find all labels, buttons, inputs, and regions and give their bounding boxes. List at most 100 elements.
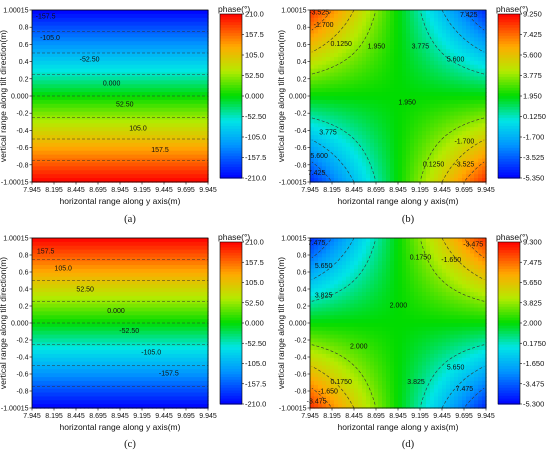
heatmap-cell	[148, 135, 153, 140]
heatmap-cell	[32, 68, 37, 74]
heatmap-cell	[44, 249, 49, 255]
heatmap-cell	[120, 37, 125, 42]
heatmap-cell	[92, 131, 97, 136]
heatmap-cell	[96, 404, 101, 409]
heatmap-cell	[76, 37, 81, 42]
heatmap-cell	[32, 392, 37, 398]
heatmap-cell	[378, 68, 383, 74]
heatmap-cell	[56, 111, 61, 117]
colorbar-segment	[498, 16, 520, 21]
heatmap-cell	[188, 88, 193, 93]
heatmap-cell	[434, 127, 439, 132]
colorbar-tick-label: 157.5	[245, 30, 264, 39]
heatmap-cell	[52, 295, 57, 301]
heatmap-cell	[350, 178, 355, 183]
colorbar-segment	[498, 27, 520, 31]
heatmap-cell	[120, 88, 125, 93]
heatmap-cell	[314, 166, 319, 171]
heatmap-cell	[358, 115, 363, 121]
heatmap-cell	[36, 162, 41, 167]
heatmap-cell	[108, 17, 113, 23]
heatmap-cell	[140, 41, 145, 46]
heatmap-cell	[426, 146, 431, 152]
heatmap-cell	[180, 17, 185, 23]
colorbar-title: phase(°)	[218, 4, 250, 14]
heatmap-cell	[470, 135, 475, 140]
heatmap-cell	[398, 41, 403, 46]
heatmap-cell	[172, 49, 177, 54]
heatmap-cell	[132, 56, 137, 62]
heatmap-cell	[132, 92, 137, 97]
heatmap-cell	[80, 265, 85, 270]
heatmap-cell	[454, 115, 459, 121]
heatmap-cell	[410, 17, 415, 23]
heatmap-cell	[108, 29, 113, 35]
heatmap-cell	[354, 41, 359, 46]
heatmap-cell	[132, 139, 137, 144]
heatmap-cell	[410, 103, 415, 109]
heatmap-cell	[132, 21, 137, 27]
heatmap-cell	[104, 68, 109, 74]
heatmap-cell	[64, 238, 69, 243]
heatmap-cell	[68, 154, 73, 160]
heatmap-cell	[112, 29, 117, 35]
heatmap-cell	[450, 13, 455, 19]
heatmap-cell	[72, 357, 77, 363]
heatmap-cell	[32, 150, 37, 156]
heatmap-cell	[72, 280, 77, 285]
heatmap-cell	[366, 88, 371, 93]
heatmap-cell	[446, 80, 451, 85]
heatmap-cell	[52, 135, 57, 140]
heatmap-cell	[148, 115, 153, 121]
heatmap-cell	[160, 92, 165, 97]
colorbar-segment	[220, 172, 242, 176]
heatmap-cell	[358, 146, 363, 152]
heatmap-cell	[156, 174, 161, 179]
heatmap-cell	[378, 72, 383, 78]
heatmap-cell	[188, 178, 193, 183]
heatmap-cell	[104, 158, 109, 164]
heatmap-cell	[196, 13, 201, 19]
heatmap-cell	[116, 37, 121, 42]
heatmap-cell	[362, 45, 367, 50]
heatmap-cell	[378, 178, 383, 183]
heatmap-cell	[56, 404, 61, 409]
heatmap-cell	[406, 174, 411, 179]
colorbar-segment	[220, 30, 242, 34]
heatmap-cell	[44, 334, 49, 340]
heatmap-cell	[446, 115, 451, 121]
heatmap-cell	[144, 111, 149, 117]
heatmap-cell	[406, 135, 411, 140]
heatmap-cell	[104, 330, 109, 336]
heatmap-cell	[466, 13, 471, 19]
heatmap-cell	[446, 96, 451, 101]
heatmap-cell	[466, 103, 471, 109]
heatmap-cell	[64, 99, 69, 105]
heatmap-cell	[76, 307, 81, 313]
heatmap-cell	[422, 92, 427, 97]
heatmap-cell	[318, 25, 323, 31]
heatmap-cell	[330, 154, 335, 160]
heatmap-cell	[454, 127, 459, 132]
heatmap-cell	[478, 99, 483, 105]
heatmap-cell	[72, 315, 77, 320]
heatmap-cell	[108, 45, 113, 50]
heatmap-cell	[398, 49, 403, 54]
heatmap-cell	[474, 25, 479, 31]
y-tick-label: -0.6	[294, 145, 306, 152]
heatmap-cell	[76, 53, 81, 58]
heatmap-cell	[40, 142, 45, 148]
heatmap-cell	[36, 174, 41, 179]
heatmap-cell	[40, 123, 45, 128]
heatmap-cell	[402, 21, 407, 27]
heatmap-cell	[52, 330, 57, 336]
heatmap-cell	[84, 10, 89, 15]
heatmap	[32, 10, 209, 183]
heatmap-cell	[474, 84, 479, 89]
heatmap-cell	[446, 135, 451, 140]
heatmap-cell	[330, 13, 335, 19]
heatmap-cell	[124, 29, 129, 35]
heatmap-cell	[318, 111, 323, 117]
heatmap-cell	[148, 76, 153, 81]
heatmap-cell	[474, 72, 479, 78]
